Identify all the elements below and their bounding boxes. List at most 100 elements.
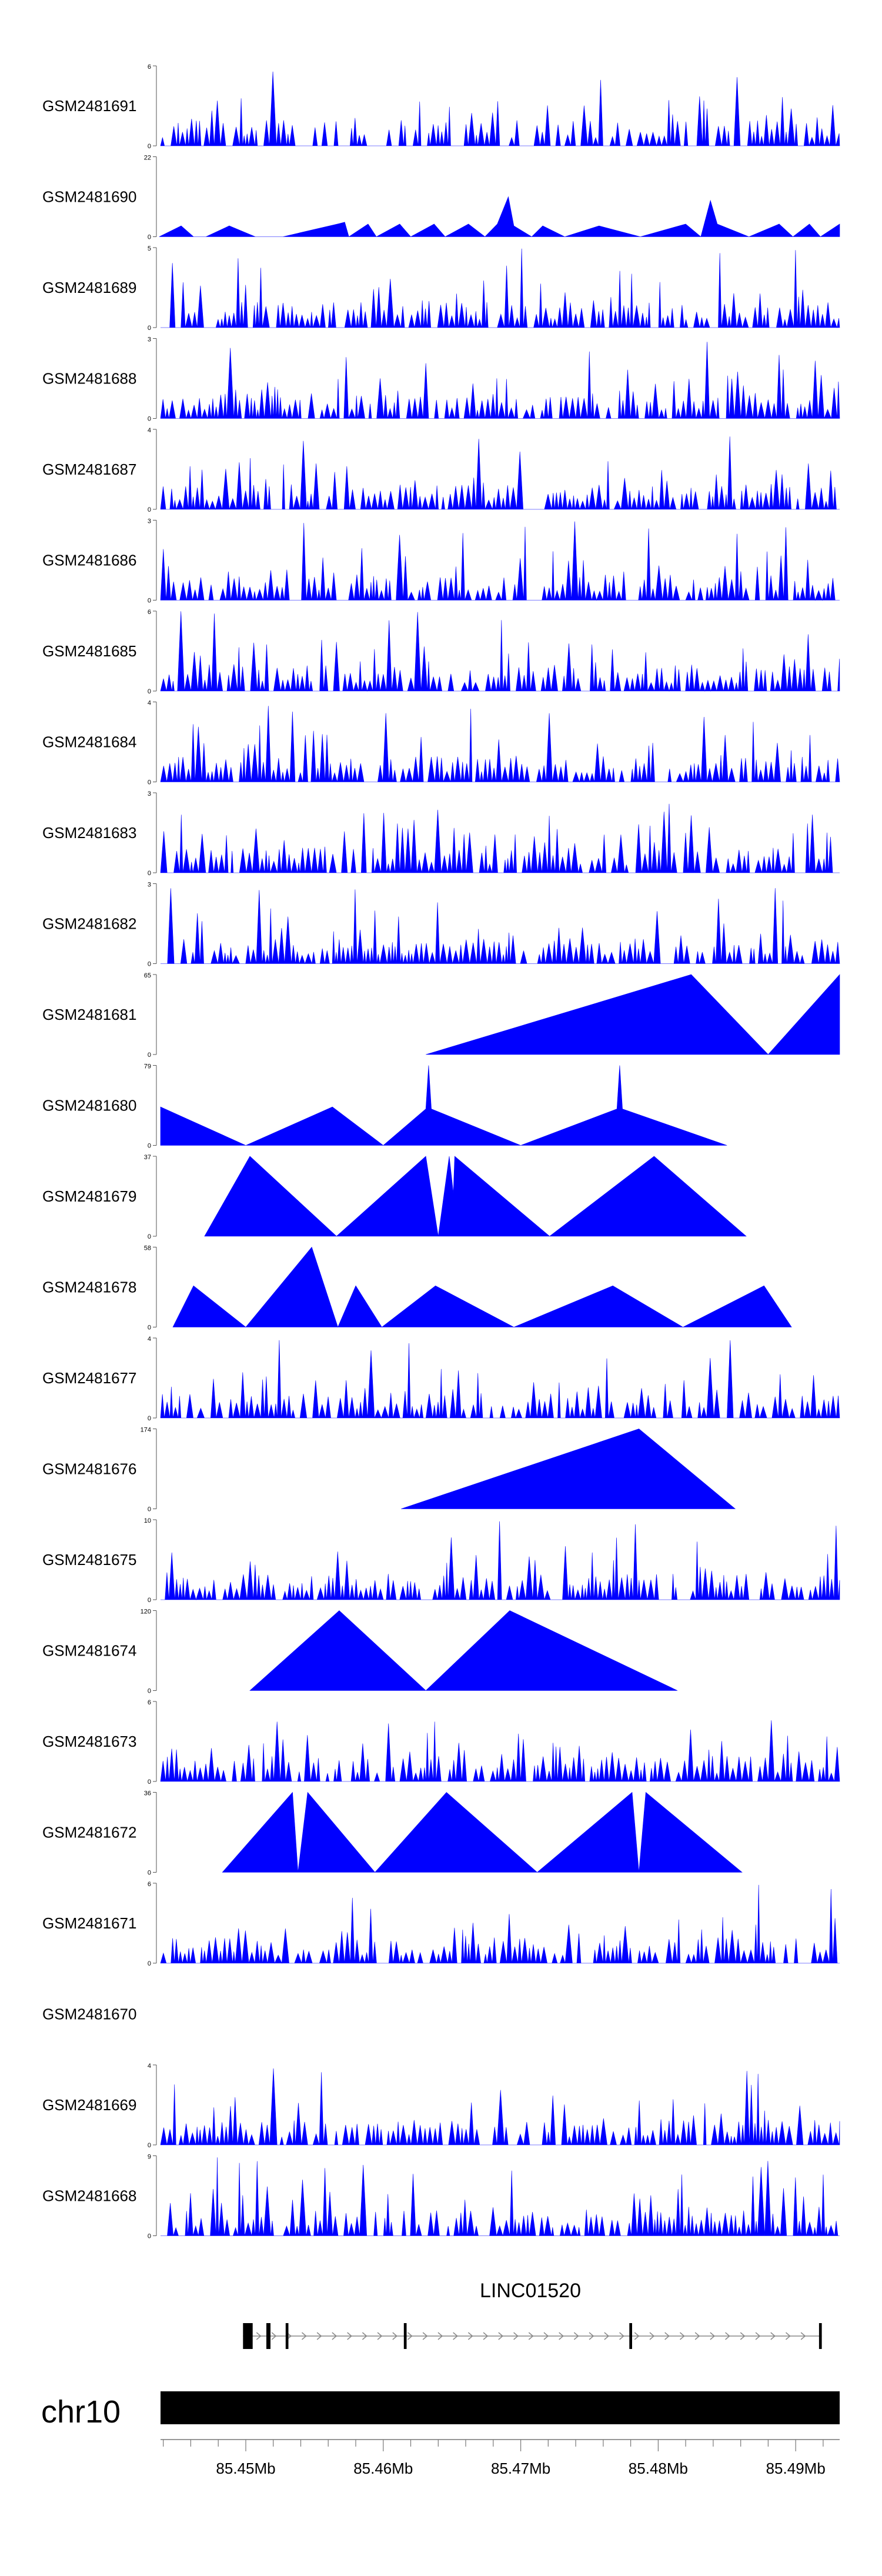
strand-arrow (543, 2332, 549, 2340)
y-axis-min-label: 0 (148, 688, 151, 695)
y-axis-max-label: 6 (148, 1699, 151, 1706)
track-name-label: GSM2481687 (42, 461, 136, 478)
strand-arrow (589, 2332, 594, 2340)
strand-arrow (483, 2332, 489, 2340)
y-axis-max-label: 58 (144, 1245, 151, 1252)
y-axis-max-label: 65 (144, 972, 151, 979)
track-GSM2481671: GSM2481671 6 0 (42, 1881, 840, 1967)
track-GSM2481682: GSM2481682 3 0 (42, 882, 840, 968)
track-name-label: GSM2481686 (42, 552, 136, 569)
track-GSM2481689: GSM2481689 5 0 (42, 245, 840, 332)
coverage-area (160, 1065, 727, 1146)
track-GSM2481678: GSM2481678 58 0 (42, 1245, 792, 1332)
coverage-area (172, 1246, 792, 1328)
coverage-area (161, 1521, 840, 1601)
exon-block (629, 2323, 632, 2349)
strand-arrow (559, 2332, 564, 2340)
strand-arrow (467, 2332, 473, 2340)
strand-arrow (710, 2332, 716, 2340)
strand-arrow (422, 2332, 428, 2340)
strand-arrow (680, 2332, 685, 2340)
strand-arrow (453, 2332, 458, 2340)
y-axis-min-label: 0 (148, 416, 151, 423)
y-axis-min-label: 0 (148, 325, 151, 332)
track-GSM2481691: GSM2481691 6 0 (42, 64, 840, 150)
coverage-area (160, 1340, 840, 1419)
track-GSM2481685: GSM2481685 6 0 (42, 609, 840, 695)
y-axis-max-label: 37 (144, 1154, 151, 1161)
strand-arrow (302, 2332, 307, 2340)
exon-block (403, 2323, 407, 2349)
coverage-area (160, 521, 840, 601)
y-axis-min-label: 0 (148, 1233, 151, 1240)
track-GSM2481675: GSM2481675 10 0 (42, 1517, 840, 1604)
strand-arrow (498, 2332, 503, 2340)
y-axis-max-label: 36 (144, 1790, 151, 1797)
y-axis-min-label: 0 (148, 1415, 151, 1422)
track-GSM2481670: GSM2481670 (42, 2006, 136, 2023)
y-axis-max-label: 5 (148, 245, 151, 252)
strand-arrow (362, 2332, 368, 2340)
coverage-area (160, 706, 840, 783)
y-axis-max-label: 3 (148, 518, 151, 525)
coverage-area (159, 196, 840, 238)
y-axis-min-label: 0 (148, 1960, 151, 1967)
track-GSM2481677: GSM2481677 4 0 (42, 1336, 840, 1422)
strand-arrow (619, 2332, 624, 2340)
track-name-label: GSM2481680 (42, 1097, 136, 1115)
strand-arrow (800, 2332, 806, 2340)
axis-tick-label: 85.47Mb (491, 2460, 550, 2477)
coverage-area (160, 611, 840, 692)
track-name-label: GSM2481681 (42, 1006, 136, 1023)
coverage-area (161, 248, 840, 329)
track-GSM2481684: GSM2481684 4 0 (42, 700, 840, 786)
y-axis-min-label: 0 (148, 506, 151, 513)
track-name-label: GSM2481675 (42, 1551, 136, 1569)
axis-tick-label: 85.45Mb (216, 2460, 275, 2477)
y-axis-min-label: 0 (148, 870, 151, 877)
track-GSM2481686: GSM2481686 3 0 (42, 518, 840, 605)
strand-arrow (740, 2332, 746, 2340)
y-axis-min-label: 0 (148, 1778, 151, 1786)
track-GSM2481687: GSM2481687 4 0 (42, 427, 840, 513)
y-axis-min-label: 0 (148, 2142, 151, 2149)
genome-axis: 85.45Mb 85.46Mb 85.47Mb 85.48Mb 85.49Mb (161, 2439, 840, 2477)
y-axis-min-label: 0 (148, 143, 151, 150)
y-axis-max-label: 4 (148, 427, 151, 434)
strand-arrow (528, 2332, 534, 2340)
exon-block (243, 2323, 253, 2349)
track-name-label: GSM2481670 (42, 2006, 136, 2023)
y-axis-min-label: 0 (148, 1506, 151, 1513)
strand-arrow (316, 2332, 322, 2340)
strand-arrow (604, 2332, 610, 2340)
strand-arrow (271, 2332, 277, 2340)
strand-arrow (332, 2332, 338, 2340)
gene-name-label: LINC01520 (480, 2280, 581, 2302)
exon-block (266, 2323, 270, 2349)
strand-arrow (664, 2332, 670, 2340)
strand-arrow (256, 2332, 262, 2340)
strand-arrow (649, 2332, 655, 2340)
coverage-area (401, 1429, 736, 1509)
y-axis-min-label: 0 (148, 1870, 151, 1877)
track-GSM2481668: GSM2481668 9 0 (42, 2154, 840, 2240)
track-name-label: GSM2481690 (42, 188, 136, 206)
coverage-area (160, 1884, 840, 1964)
track-name-label: GSM2481689 (42, 279, 136, 296)
coverage-area (160, 1720, 840, 1782)
track-name-label: GSM2481669 (42, 2096, 136, 2114)
strand-arrow (725, 2332, 730, 2340)
exon-block (818, 2323, 822, 2349)
track-GSM2481669: GSM2481669 4 0 (42, 2063, 840, 2149)
strand-arrow (347, 2332, 352, 2340)
track-name-label: GSM2481673 (42, 1733, 136, 1750)
y-axis-min-label: 0 (148, 1324, 151, 1332)
track-GSM2481688: GSM2481688 3 0 (42, 336, 840, 423)
y-axis-min-label: 0 (148, 1052, 151, 1059)
y-axis-min-label: 0 (148, 1597, 151, 1604)
y-axis-max-label: 6 (148, 1881, 151, 1888)
track-GSM2481674: GSM2481674 120 0 (42, 1609, 678, 1695)
y-axis-max-label: 10 (144, 1517, 151, 1524)
coverage-area (249, 1610, 678, 1691)
